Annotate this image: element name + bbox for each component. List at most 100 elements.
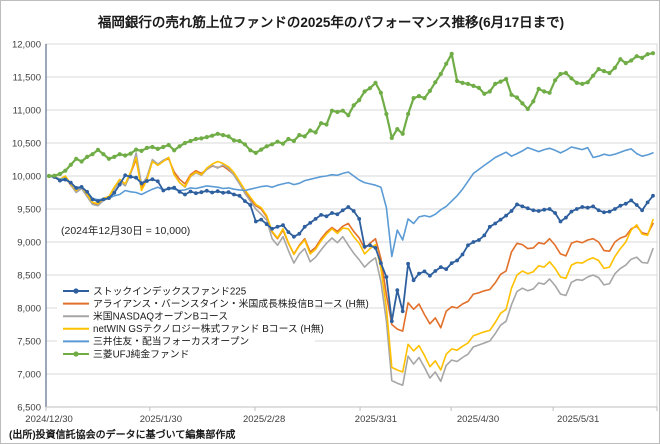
y-tick-label: 7,500 — [17, 337, 41, 348]
data-point — [232, 192, 236, 197]
y-tick-label: 11,500 — [13, 73, 41, 84]
data-point — [634, 203, 639, 207]
data-point — [193, 136, 198, 142]
data-point — [243, 199, 247, 204]
legend-label: ストックインデックスファンド225 — [93, 284, 247, 297]
y-tick-label: 7,000 — [17, 370, 41, 381]
data-point — [259, 217, 264, 222]
data-point — [150, 144, 155, 150]
data-point — [270, 142, 275, 147]
data-point — [640, 55, 645, 61]
data-point — [63, 177, 68, 182]
data-point — [259, 147, 264, 152]
data-point — [68, 180, 73, 185]
data-point — [128, 151, 133, 156]
data-point — [400, 309, 405, 314]
data-point — [585, 80, 590, 85]
data-point — [96, 199, 100, 204]
data-point — [602, 210, 606, 215]
data-point — [406, 261, 410, 266]
data-point — [629, 58, 634, 63]
data-point — [613, 207, 617, 211]
data-point — [253, 219, 258, 224]
data-point — [270, 226, 274, 231]
data-point — [237, 193, 242, 198]
data-point — [542, 207, 547, 212]
data-point — [275, 224, 280, 229]
data-point — [204, 135, 209, 140]
data-point — [210, 133, 215, 138]
data-point — [536, 209, 541, 213]
data-point — [199, 136, 204, 141]
data-point — [563, 70, 569, 76]
data-point — [155, 179, 160, 184]
data-point — [134, 175, 139, 180]
legend-item-smbc-dividend-focus-open: 三井住友・配当フォーカスオープン — [63, 335, 249, 348]
data-point — [319, 213, 323, 217]
data-point — [547, 90, 552, 95]
data-point — [455, 258, 459, 263]
data-point — [422, 96, 427, 101]
data-point — [297, 133, 302, 138]
data-point — [564, 215, 568, 220]
data-point — [618, 203, 623, 208]
data-point — [482, 91, 487, 96]
data-point — [253, 150, 258, 155]
data-point — [144, 145, 149, 150]
data-point — [221, 133, 226, 138]
data-point — [601, 69, 607, 74]
data-point — [226, 190, 231, 195]
data-point — [493, 81, 498, 86]
data-point — [74, 156, 79, 161]
data-point — [471, 240, 476, 244]
data-point — [199, 190, 204, 195]
data-point — [280, 141, 286, 146]
data-point — [373, 80, 378, 85]
series-line-netwin-gs-technology-b — [48, 156, 654, 373]
data-point — [319, 121, 324, 126]
data-point — [520, 204, 525, 209]
x-tick-label: 2025/5/31 — [557, 414, 599, 425]
data-point — [574, 207, 579, 211]
data-point — [493, 221, 498, 226]
legend-label: 米国NASDAQオープンBコース — [93, 310, 228, 323]
data-point — [329, 108, 335, 113]
data-point — [629, 198, 634, 203]
data-point — [460, 252, 465, 257]
data-point — [553, 211, 557, 215]
data-point — [449, 261, 454, 265]
data-point — [194, 191, 198, 196]
data-point — [95, 147, 101, 152]
data-point — [221, 190, 226, 195]
data-point — [183, 192, 187, 197]
data-point — [525, 206, 530, 211]
data-point — [514, 95, 520, 100]
y-tick-label: 8,500 — [17, 271, 41, 282]
data-point — [248, 148, 253, 153]
data-point — [90, 152, 95, 157]
data-point — [346, 113, 351, 118]
legend-swatch-marker — [73, 351, 79, 357]
data-point — [101, 152, 106, 157]
data-point — [433, 80, 438, 85]
legend-label: 三井住友・配当フォーカスオープン — [93, 335, 249, 348]
data-point — [400, 131, 405, 136]
data-point — [471, 83, 476, 88]
x-tick-label: 2025/1/30 — [140, 414, 182, 425]
data-point — [449, 51, 454, 57]
data-point — [466, 243, 470, 248]
data-point — [145, 179, 149, 183]
data-point — [520, 101, 525, 106]
data-point — [215, 189, 220, 194]
data-point — [612, 65, 618, 70]
y-tick-label: 9,000 — [17, 238, 41, 249]
data-point — [112, 190, 117, 195]
data-point — [324, 214, 329, 219]
series-markers-mufg-pure-gold-fund — [46, 51, 656, 179]
data-point — [378, 90, 383, 95]
data-point — [509, 209, 514, 213]
data-point — [651, 193, 655, 198]
legend: ストックインデックスファンド225アライアンス・バーンスタイン・米国成長株投信B… — [57, 282, 369, 360]
